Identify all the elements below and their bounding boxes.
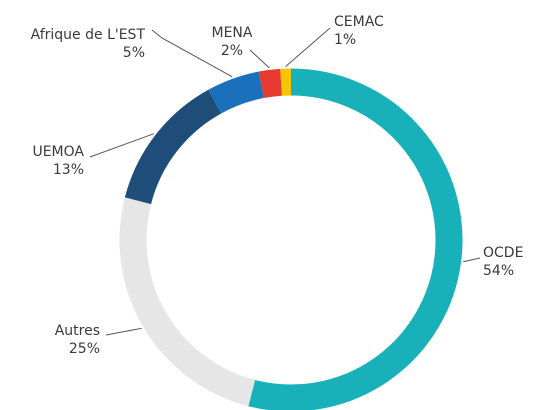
category-label: Autres — [55, 323, 100, 339]
donut-segment — [208, 71, 265, 114]
category-label: UEMOA — [32, 144, 84, 160]
category-label: Afrique de L'EST — [31, 27, 146, 43]
donut-segment — [124, 89, 222, 205]
value-label: 5% — [123, 45, 145, 61]
leader-line — [249, 49, 270, 69]
value-label: 54% — [483, 263, 514, 279]
leader-line — [151, 29, 233, 78]
leader-line — [105, 327, 142, 336]
leader-line — [463, 257, 481, 263]
leader-line — [89, 133, 155, 158]
value-label: 13% — [53, 162, 84, 178]
value-label: 25% — [69, 341, 100, 357]
donut-segment — [258, 68, 283, 99]
donut-segment — [248, 68, 463, 410]
value-label: 1% — [334, 32, 356, 48]
category-label: MENA — [212, 25, 253, 41]
value-label: 2% — [221, 43, 243, 59]
donut-segment — [119, 197, 256, 407]
category-label: OCDE — [483, 245, 523, 261]
leader-line — [285, 27, 331, 67]
category-label: CEMAC — [334, 14, 384, 30]
